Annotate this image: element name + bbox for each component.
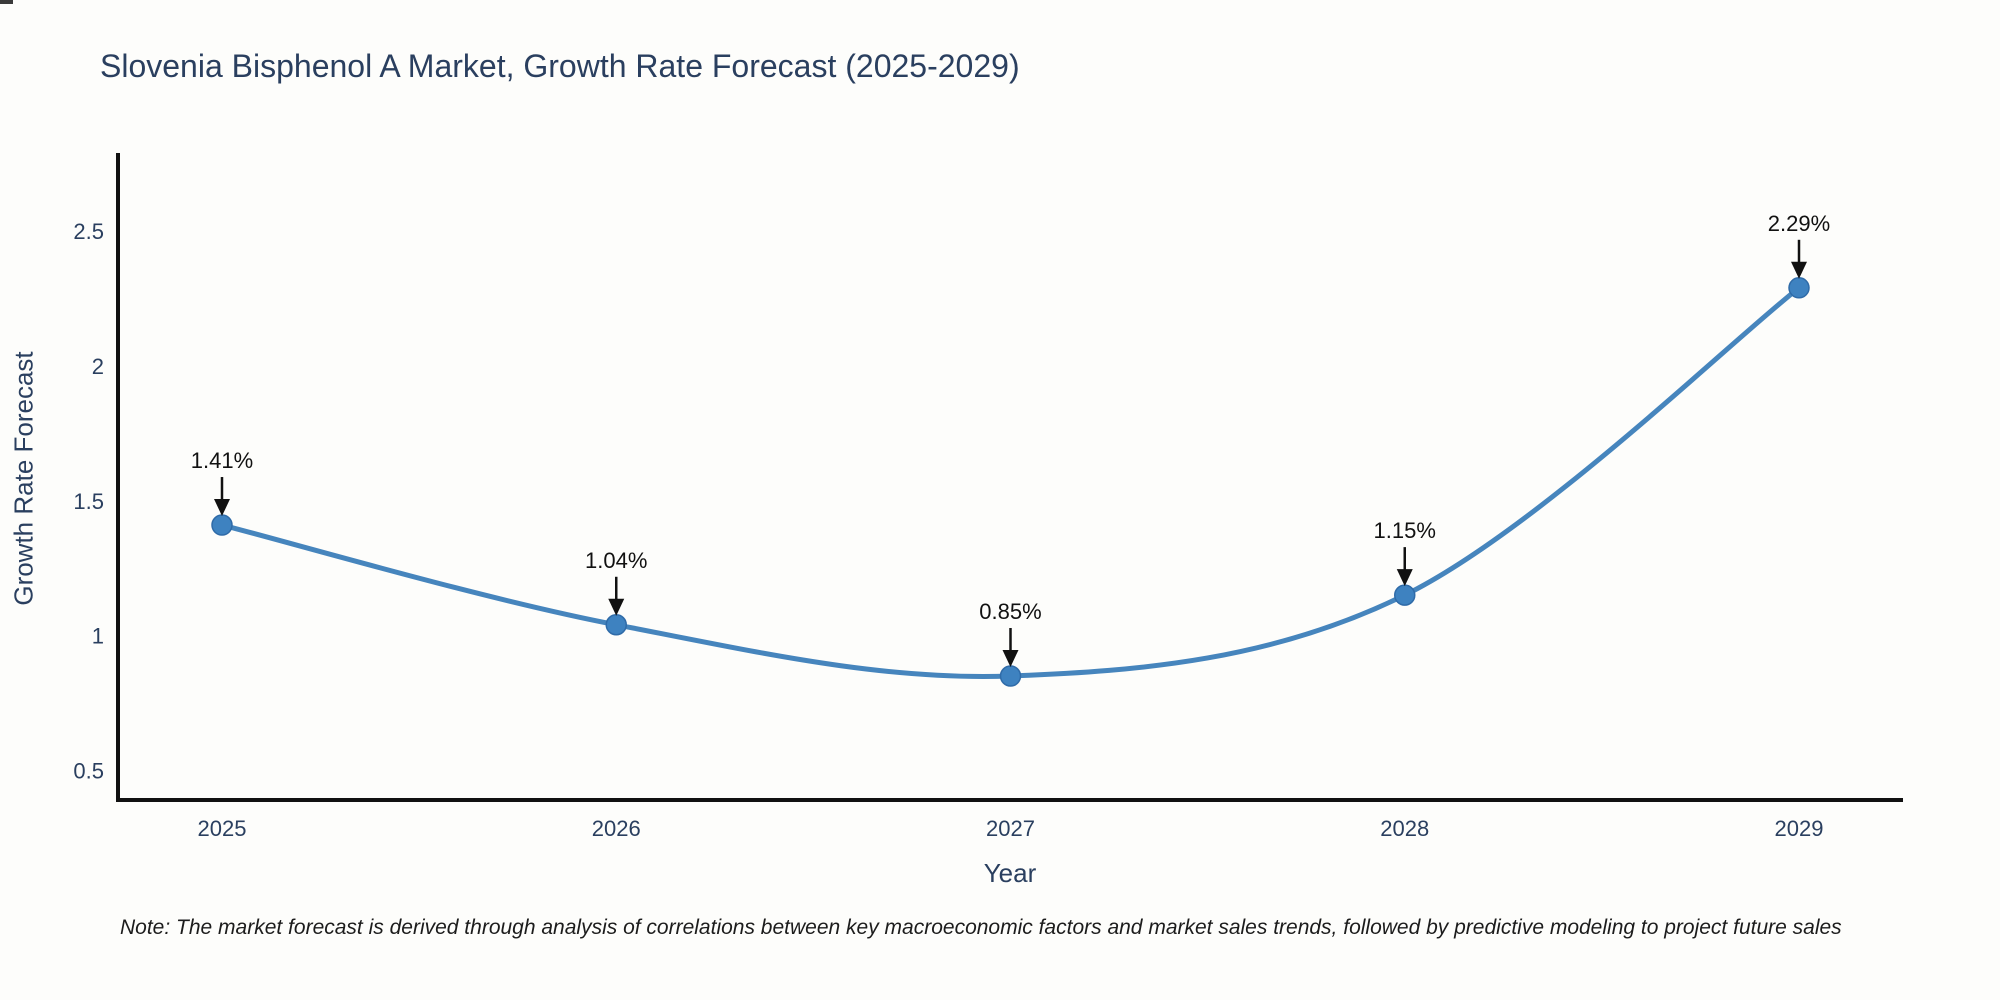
annotation-arrowhead-icon: [608, 598, 625, 616]
footnote: Note: The market forecast is derived thr…: [120, 916, 1842, 939]
annotation-arrowhead-icon: [214, 499, 230, 517]
annotation-arrowhead-icon: [1791, 261, 1807, 279]
data-point-marker: [1788, 277, 1810, 299]
point-annotation-label: 2.29%: [1768, 211, 1830, 236]
data-point-marker: [999, 665, 1022, 687]
annotation-arrowhead-icon: [1396, 569, 1413, 587]
point-annotation-label: 1.41%: [191, 448, 253, 473]
x-tick-label: 2029: [1775, 816, 1824, 841]
x-tick-label: 2026: [592, 816, 641, 841]
y-tick-label: 1.5: [73, 489, 104, 514]
annotation-arrowhead-icon: [1002, 649, 1019, 667]
data-point-marker: [605, 614, 627, 636]
y-tick-label: 0.5: [73, 758, 104, 783]
corner-artifact: [0, 0, 13, 4]
chart-title: Slovenia Bisphenol A Market, Growth Rate…: [100, 48, 1020, 84]
x-tick-label: 2025: [198, 816, 247, 841]
data-point-marker: [1394, 584, 1416, 606]
x-axis-title: Year: [983, 858, 1037, 888]
y-tick-label: 2: [92, 354, 104, 379]
point-annotation-label: 1.04%: [585, 548, 647, 573]
y-tick-label: 2.5: [73, 219, 104, 244]
x-tick-label: 2027: [986, 816, 1035, 841]
x-tick-label: 2028: [1380, 816, 1429, 841]
y-axis-title: Growth Rate Forecast: [8, 351, 39, 606]
point-annotation-label: 1.15%: [1374, 518, 1436, 543]
y-tick-label: 1: [92, 624, 104, 649]
point-annotation-label: 0.85%: [979, 599, 1041, 624]
data-point-marker: [211, 514, 233, 536]
